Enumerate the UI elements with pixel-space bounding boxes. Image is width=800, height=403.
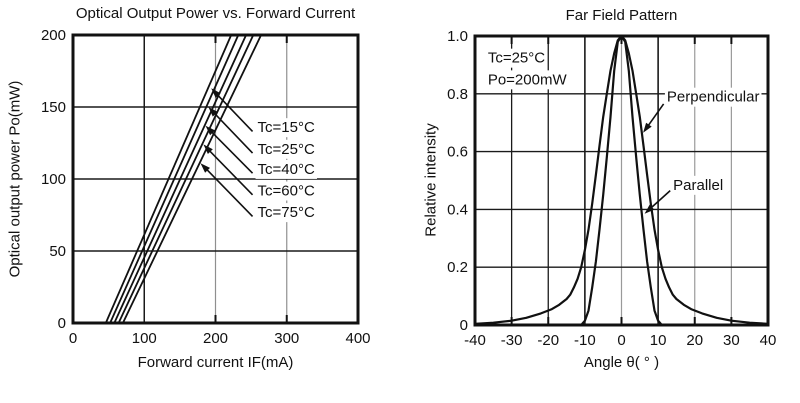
curve-label: Tc=25°C — [258, 141, 315, 158]
curve-label: Tc=75°C — [258, 204, 315, 221]
y-tick-label: 150 — [41, 99, 66, 116]
series-tc-75c — [122, 34, 262, 324]
label-background — [664, 87, 762, 107]
curve-label: Po=200mW — [488, 71, 568, 88]
x-tick-label: 0 — [69, 330, 77, 347]
label-background — [255, 181, 317, 201]
curve-label: Tc=15°C — [258, 119, 315, 136]
annotation-arrow-line — [203, 166, 254, 217]
curve-label: Tc=25°C — [488, 50, 545, 67]
x-tick-label: 400 — [345, 330, 370, 347]
series-tc-25c — [109, 34, 240, 324]
label-background — [485, 70, 570, 90]
x-tick-label: -30 — [501, 332, 523, 349]
annotation-arrow-line — [211, 110, 254, 154]
label-background — [255, 139, 317, 159]
curve-label: Tc=60°C — [258, 183, 315, 200]
series-parallel — [580, 34, 663, 326]
y-tick-label: 50 — [49, 243, 66, 260]
series-tc-15c — [104, 34, 233, 324]
annotation-arrow-line — [206, 147, 254, 196]
x-axis-label-forward-current: Forward current IF(mA) — [137, 354, 294, 371]
x-tick-label: 0 — [617, 332, 625, 349]
y-tick-label: 200 — [41, 27, 66, 44]
annotation-arrow-line — [645, 103, 665, 130]
x-tick-label: 200 — [203, 330, 228, 347]
x-tick-label: 100 — [132, 330, 157, 347]
y-tick-label: 0.4 — [447, 201, 468, 218]
y-tick-label: 0.6 — [447, 144, 468, 161]
annotation-arrow-line — [208, 128, 254, 174]
annotation-arrowhead — [644, 204, 655, 214]
x-tick-label: -20 — [537, 332, 559, 349]
x-tick-label: 10 — [650, 332, 667, 349]
x-tick-label: -40 — [464, 332, 486, 349]
y-tick-label: 100 — [41, 171, 66, 188]
x-tick-label: 30 — [723, 332, 740, 349]
y-tick-label: 0 — [460, 317, 468, 334]
series-tc-40c — [113, 34, 247, 324]
curve-label: Perpendicular — [667, 89, 760, 106]
annotation-arrowhead — [643, 122, 652, 133]
y-tick-label: 0 — [58, 315, 66, 332]
x-tick-label: 300 — [274, 330, 299, 347]
annotation-arrowhead — [205, 125, 215, 136]
label-background — [671, 175, 726, 195]
curve-label: Tc=40°C — [258, 161, 315, 178]
annotation-arrow-line — [214, 91, 254, 133]
chart-title-li-curve: Optical Output Power vs. Forward Current — [75, 5, 356, 22]
y-tick-label: 0.2 — [447, 259, 468, 276]
annotation-arrowhead — [208, 107, 218, 117]
x-tick-label: -10 — [574, 332, 596, 349]
curve-label: Parallel — [673, 177, 723, 194]
chart-title-far-field: Far Field Pattern — [565, 7, 678, 24]
x-tick-label: 40 — [760, 332, 777, 349]
y-tick-label: 1.0 — [447, 28, 468, 45]
x-tick-label: 20 — [686, 332, 703, 349]
y-tick-label: 0.8 — [447, 86, 468, 103]
annotation-arrowhead — [211, 88, 221, 98]
annotation-arrowhead — [200, 163, 210, 173]
label-background — [255, 118, 317, 138]
x-axis-label-angle: Angle θ( ° ) — [583, 354, 660, 371]
annotation-arrowhead — [203, 144, 213, 154]
far-field-chart-plot: -40 -30 -20 -10 0 10 20 30 40 0 0.2 0.4 0.6 0.8 1.0 Per… — [447, 28, 777, 349]
label-background — [255, 159, 317, 179]
li-curve-chart-plot: 0 100 200 300 400 0 50 100 150 200 Tc=15°C Tc=25°C T… — [41, 27, 371, 347]
plot-border — [71, 33, 360, 325]
series-tc-60c — [117, 34, 255, 324]
label-background — [485, 48, 548, 68]
label-background — [255, 203, 317, 223]
